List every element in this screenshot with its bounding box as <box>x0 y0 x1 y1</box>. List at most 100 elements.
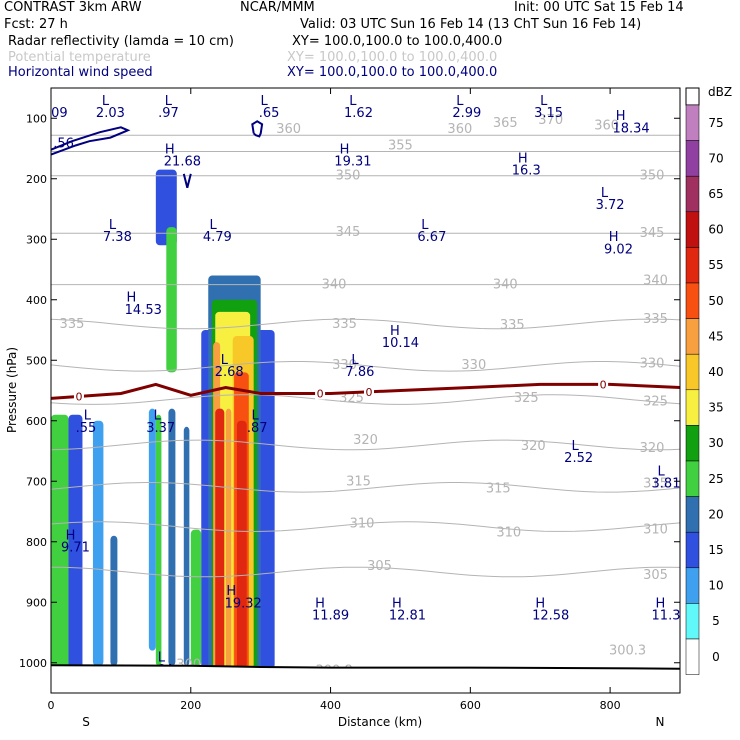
theta-label: 315 <box>643 477 668 492</box>
wind-label: 14.53 <box>125 303 162 318</box>
theta-label: 320 <box>640 441 665 456</box>
colorbar-unit: dBZ <box>708 85 732 99</box>
colorbar-swatch <box>685 247 700 284</box>
colorbar-label: 40 <box>708 365 723 379</box>
theta-label: 360 <box>276 122 301 137</box>
wind-label: L <box>572 439 580 454</box>
colorbar-swatch <box>685 318 700 355</box>
south-label: S <box>82 715 90 729</box>
reflectivity-cell <box>168 408 176 666</box>
theta-label: 320 <box>353 433 378 448</box>
wind-label: .65 <box>259 106 280 121</box>
wind-label: H <box>609 230 619 245</box>
theta-contour <box>51 394 680 405</box>
y-tick-label: 500 <box>26 354 47 367</box>
colorbar-label: 25 <box>708 472 723 486</box>
wind-label: H <box>226 584 236 599</box>
wind-label: 21.68 <box>164 155 201 170</box>
terrain-fill <box>51 665 680 693</box>
colorbar-swatch <box>685 638 700 675</box>
colorbar-swatch <box>685 211 700 248</box>
theta-label: 360 <box>594 119 619 134</box>
wind-label: 3.72 <box>596 198 625 213</box>
theta-label: 335 <box>500 318 525 333</box>
theta-contour <box>51 439 680 451</box>
colorbar-swatch <box>685 567 700 604</box>
wind-contour <box>51 126 131 156</box>
field3-xy: XY= 100.0,100.0 to 100.0,400.0 <box>287 65 498 80</box>
x-tick-label: 600 <box>460 699 481 712</box>
wind-label: H <box>518 152 528 167</box>
wind-label: H <box>165 143 175 158</box>
field1-name: Radar reflectivity (lamda = 10 cm) <box>8 34 234 49</box>
wind-label: H <box>656 596 666 611</box>
colorbar-swatch <box>685 389 700 426</box>
wind-label: 1.62 <box>344 106 373 121</box>
reflectivity-cell <box>92 420 104 666</box>
wind-contours <box>51 120 264 189</box>
wind-label: 12.81 <box>389 608 426 623</box>
x-tick-label: 400 <box>320 699 341 712</box>
theta-label: 365 <box>493 116 518 131</box>
center-title: NCAR/MMM <box>240 0 315 15</box>
y-axis-label: Pressure (hPa) <box>5 347 19 433</box>
theta-contour <box>51 521 680 533</box>
wind-contour <box>251 120 264 138</box>
colorbar-swatch <box>685 140 700 177</box>
colorbar-swatch <box>685 353 700 391</box>
theta-label: 310 <box>496 526 521 541</box>
y-tick-label: 600 <box>26 415 47 428</box>
wind-label: .87 <box>247 421 268 436</box>
colorbar-label: 30 <box>708 436 723 450</box>
colorbar-swatch <box>685 531 700 569</box>
colorbar-swatch <box>685 460 700 497</box>
wind-label: L <box>658 464 666 479</box>
theta-label: 325 <box>643 394 668 409</box>
theta-label: 315 <box>346 474 371 489</box>
wind-label: L <box>349 94 357 109</box>
theta-label: 355 <box>388 138 413 153</box>
reflectivity-cell <box>190 529 202 666</box>
wind-contour <box>182 173 192 189</box>
wind-label: L <box>351 353 359 368</box>
freezing-label: 0 <box>600 378 607 391</box>
wind-label: L <box>109 218 117 233</box>
wind-label: L <box>165 94 173 109</box>
wind-label: 16.3 <box>512 164 541 179</box>
colorbar-label: 65 <box>708 187 723 201</box>
wind-label: 3.37 <box>146 421 175 436</box>
wind-label: L <box>221 353 229 368</box>
wind-label: .55 <box>76 421 97 436</box>
x-tick-label: 200 <box>180 699 201 712</box>
wind-label: 7.86 <box>345 365 374 380</box>
colorbar-label: 55 <box>708 258 723 272</box>
colorbar-label: 50 <box>708 294 723 308</box>
colorbar-label: 0 <box>712 650 720 664</box>
theta-label: 330 <box>640 356 665 371</box>
wind-label: 12.58 <box>532 608 569 623</box>
theta-label: 305 <box>367 559 392 574</box>
reflectivity-cell <box>51 414 69 669</box>
wind-label: H <box>340 143 350 158</box>
wind-label: L <box>601 186 609 201</box>
colorbar-label: 20 <box>708 507 723 521</box>
wind-label: 9.71 <box>61 541 90 556</box>
reflectivity-cell <box>183 426 190 666</box>
wind-label: 9.02 <box>604 242 633 257</box>
theta-label: 310 <box>350 517 375 532</box>
theta-label: 340 <box>493 278 518 293</box>
wind-label: 11.3 <box>652 608 681 623</box>
wind-label: 3.15 <box>534 106 563 121</box>
reflectivity-cell <box>166 227 177 373</box>
plot-area: 360 360 365 370 360 355 350 350 345 345 340 340 340 3… <box>51 94 680 693</box>
theta-contour <box>51 566 680 578</box>
wind-label: 6.67 <box>417 230 446 245</box>
wind-label: 2.52 <box>564 451 593 466</box>
colorbar-swatch <box>685 425 700 462</box>
x-tick-label: 800 <box>600 699 621 712</box>
colorbar-swatch <box>685 175 700 213</box>
colorbar-label: 5 <box>712 614 720 628</box>
wind-label: 3.81 <box>652 476 681 491</box>
y-tick-label: 900 <box>26 596 47 609</box>
